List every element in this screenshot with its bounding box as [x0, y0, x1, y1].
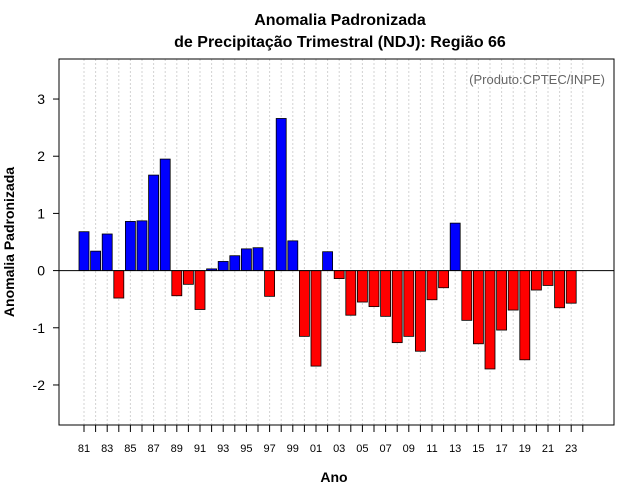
bar [356, 270, 368, 303]
x-tick-label: 19 [519, 443, 531, 455]
bars [78, 118, 577, 370]
bar [333, 270, 345, 280]
y-axis-title: Anomalia Padronizada [1, 167, 17, 317]
bar [148, 174, 160, 271]
bar [78, 231, 90, 271]
bar [159, 158, 171, 271]
bar [264, 270, 276, 297]
y-tick-label: -2 [33, 377, 46, 393]
bar [391, 270, 403, 344]
bar [125, 221, 136, 271]
x-tick-label: 97 [263, 443, 275, 455]
x-tick-label: 83 [101, 443, 113, 455]
x-tick-label: 07 [379, 443, 391, 455]
y-tick-label: 0 [37, 263, 45, 279]
bar [438, 270, 450, 289]
bar [275, 118, 287, 271]
x-tick-label: 93 [217, 443, 229, 455]
bar [449, 222, 461, 271]
x-tick-label: 15 [472, 443, 484, 455]
x-tick-label: 87 [147, 443, 159, 455]
chart-title: Anomalia Padronizada [254, 12, 426, 29]
y-tick-label: -1 [33, 320, 46, 336]
bar [322, 251, 334, 271]
x-tick-label: 13 [449, 443, 461, 455]
bar [414, 270, 426, 352]
bar [101, 233, 113, 271]
x-tick-label: 03 [333, 443, 345, 455]
bar [240, 248, 252, 271]
chart-subtitle: de Precipitação Trimestral (NDJ): Região… [174, 34, 506, 51]
x-tick-label: 21 [542, 443, 554, 455]
bar [531, 270, 542, 291]
x-tick-label: 89 [171, 443, 183, 455]
bar [368, 270, 380, 308]
bar [519, 270, 531, 361]
x-tick-label: 05 [356, 443, 368, 455]
x-tick-label: 95 [240, 443, 252, 455]
x-tick-label: 91 [194, 443, 206, 455]
bar [403, 270, 415, 337]
source-annotation: (Produto:CPTEC/INPE) [469, 72, 605, 87]
bar [554, 270, 565, 309]
x-axis: 81 83 85 87 89 91 93 95 97 99 01 03 05 07 09 11 13 15 17 19… [78, 425, 584, 455]
x-tick-label: 09 [403, 443, 415, 455]
bar [171, 270, 183, 297]
bar [426, 270, 438, 301]
bar [298, 270, 310, 337]
bar [472, 270, 484, 345]
x-tick-label: 11 [426, 443, 437, 455]
x-axis-title: Ano [320, 469, 347, 485]
bar [113, 270, 125, 299]
bar [287, 240, 299, 271]
y-tick-label: 2 [37, 148, 45, 164]
x-tick-label: 81 [78, 443, 90, 455]
bar [229, 255, 241, 271]
bar [496, 270, 508, 331]
bar [217, 261, 229, 271]
bar [484, 270, 496, 370]
x-tick-label: 99 [287, 443, 299, 455]
bar [345, 270, 357, 316]
bar [90, 250, 101, 271]
x-tick-label: 01 [310, 443, 322, 455]
bar [542, 270, 554, 286]
plot-frame [58, 58, 615, 426]
bar [194, 270, 206, 310]
bar [136, 220, 148, 271]
bar [565, 270, 577, 304]
y-tick-label: 1 [37, 205, 45, 221]
bar [380, 270, 392, 317]
bar [507, 270, 519, 311]
bar [310, 270, 322, 367]
x-tick-label: 85 [124, 443, 136, 455]
y-axis: -2 -1 0 1 2 3 [33, 91, 59, 393]
bar [461, 270, 473, 321]
y-tick-label: 3 [37, 91, 45, 107]
x-tick-label: 23 [565, 443, 577, 455]
bar [252, 247, 264, 271]
bar [182, 270, 194, 285]
x-tick-label: 17 [495, 443, 507, 455]
